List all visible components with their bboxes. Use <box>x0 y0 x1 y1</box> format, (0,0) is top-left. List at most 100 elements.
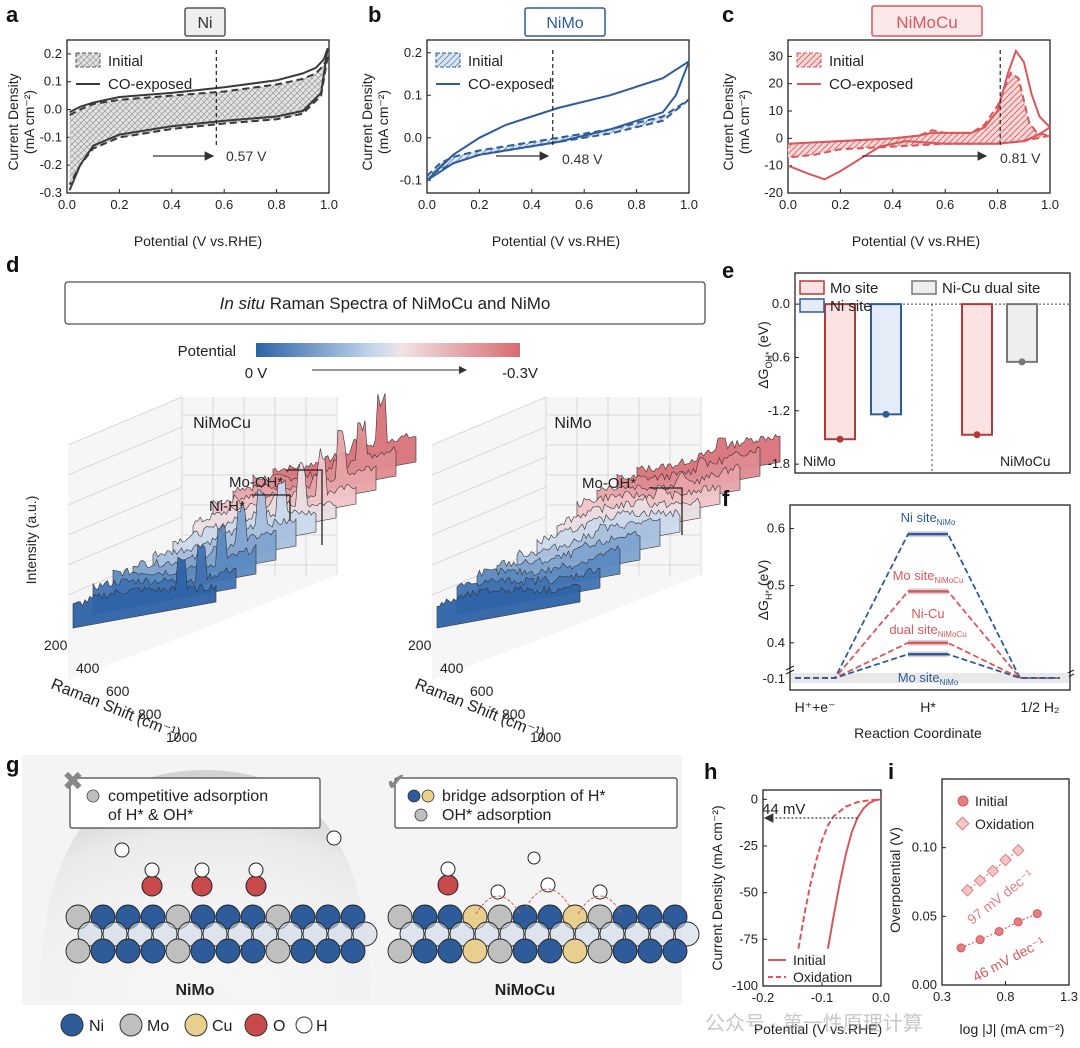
x-tick-label: 0.8 <box>996 989 1014 1004</box>
bridge-arc <box>577 895 623 915</box>
legend-initial-a: Initial <box>108 53 143 70</box>
raman-title-box <box>64 281 706 325</box>
panel-label-b: b <box>368 2 381 27</box>
grid-line <box>67 456 183 506</box>
legend-initial-i: Initial <box>975 793 1008 809</box>
peak-leader-mooh-left <box>286 469 323 545</box>
shift-tick-1000-right: 1000 <box>530 729 561 745</box>
lattice-atom <box>649 921 675 947</box>
x-tick-label: 0.0 <box>872 990 890 1005</box>
legend-initial-b: Initial <box>468 53 503 70</box>
plot-frame <box>66 39 330 194</box>
y-tick-label: 0.1 <box>404 87 422 102</box>
y-tick-label: 0.5 <box>767 578 785 593</box>
shift-tick-600-left: 600 <box>106 683 130 699</box>
chart-e: 0.0 -0.6 -1.2 -1.8 <box>768 272 1071 474</box>
y-tick-label-break: -0.1 <box>763 671 785 686</box>
oxidation-point <box>986 864 1000 878</box>
lattice-atom <box>424 921 450 947</box>
legend-oxidation-i: Oxidation <box>975 816 1034 832</box>
ylabel-a-2: (mA cm⁻²) <box>21 90 37 154</box>
ylabel-a-1: Current Density <box>5 73 21 170</box>
y-tick-label: 0.2 <box>44 46 62 61</box>
adsorbate-h <box>490 884 506 900</box>
co-upper-line <box>787 48 1051 145</box>
legend-co-c: CO-exposed <box>829 76 913 93</box>
oxidation-point <box>999 853 1012 867</box>
lattice-atom <box>587 938 613 964</box>
lattice-atom <box>327 921 353 947</box>
panel-c: c NiMoCu 0.0 0.2 0.4 0.6 0.8 1.0 -20 -10 0 10 20 30… <box>720 2 1059 249</box>
initial-fill <box>788 72 1050 158</box>
lattice-atom <box>587 904 613 930</box>
x-tick-label: 0.2 <box>110 197 128 212</box>
co-lower-line <box>787 126 1051 181</box>
level-label-mo-nimocu: Mo siteNiMoCu <box>893 568 964 585</box>
axis-break-left <box>785 665 795 675</box>
lattice-atom <box>165 938 191 964</box>
raman-title: In situ Raman Spectra of NiMoCu and NiMo <box>220 294 551 313</box>
lattice-atom <box>662 904 688 930</box>
potential-label: Potential <box>178 343 236 360</box>
lattice-atom <box>165 904 191 930</box>
scheme-label-nimo: NiMo <box>175 982 214 999</box>
plot-frame <box>789 504 1071 691</box>
bar-NiMo-Ni-site <box>870 303 902 416</box>
y-tick-label: 0.1 <box>44 74 62 89</box>
y-tick-label: -0.2 <box>40 157 62 172</box>
baseline-band <box>791 673 1069 683</box>
panel-e: e 0.0 -0.6 -1.2 -1.8 ΔGOH* (eV) Mo site Ni … <box>722 258 1071 474</box>
lattice-atom <box>265 938 291 964</box>
panel-i: i 0.3 0.8 1.3 0.00 0.05 0.10 Overpotential (V… <box>887 759 1078 1037</box>
lattice-atom <box>290 904 316 930</box>
box2-mo-icon <box>414 808 428 822</box>
y-tick-label: 10 <box>769 103 783 118</box>
y-tick-label: 0 <box>751 791 758 806</box>
lattice-atom <box>190 938 216 964</box>
legend-co-b: CO-exposed <box>468 76 552 93</box>
initial-upper-line <box>787 71 1051 145</box>
slope-oxidation-i: 97 mV dec⁻¹ <box>964 866 1036 927</box>
x-tick-label: -0.1 <box>811 990 833 1005</box>
desorbed-h <box>114 842 130 858</box>
lattice-atom <box>127 921 153 947</box>
bridge-arc <box>475 895 521 915</box>
lattice-atom <box>315 938 341 964</box>
oxidation-point <box>973 874 987 887</box>
bridge-arc <box>525 888 571 908</box>
x-tick-label: 0.6 <box>575 197 593 212</box>
ylabel-c-2: (mA cm⁻²) <box>736 90 752 154</box>
x-tick-label: 0.4 <box>163 197 181 212</box>
panel-label-i: i <box>888 759 894 784</box>
bar-NiMoCu-Ni-Cu-dual-site <box>1006 303 1038 363</box>
y-tick-label: -20 <box>764 185 783 200</box>
x-tick-label: 0.6 <box>215 197 233 212</box>
y-tick-label: -10 <box>764 158 783 173</box>
legend-swatch-oxidation-i <box>955 816 970 831</box>
xlabel-h: Potential (V vs.RHE) <box>754 1021 882 1037</box>
ylabel-h: Current Density (mA cm⁻²) <box>709 805 725 970</box>
lattice-atom <box>574 921 600 947</box>
lattice-atom <box>277 921 303 947</box>
panel-label-d: d <box>6 252 19 277</box>
lattice-atom <box>227 921 253 947</box>
ylabel-b-2: (mA cm⁻²) <box>375 90 391 154</box>
lattice-atom <box>462 904 488 930</box>
legend-o-g: O <box>273 1018 285 1035</box>
legend-initial-c: Initial <box>829 53 864 70</box>
x-tick-label: 0.4 <box>884 197 902 212</box>
adsorbate-oh-h <box>194 862 210 878</box>
oxidation-point <box>961 883 974 897</box>
desorbed-h <box>326 830 342 846</box>
lattice-atom <box>115 904 141 930</box>
y-tick-label: -1.8 <box>768 456 790 471</box>
panel-label-g: g <box>6 752 19 777</box>
grid-line <box>67 486 183 536</box>
initial-upper-line <box>69 56 329 116</box>
legend-ni-e: Ni site <box>830 298 872 315</box>
panel-label-e: e <box>722 258 734 283</box>
ylabel-i: Overpotential (V) <box>887 827 903 933</box>
lattice-atom <box>524 921 550 947</box>
panel-b: b NiMo 0.0 0.2 0.4 0.6 0.8 1.0 -0.1 0.0 0.1 0.2 P… <box>359 2 698 249</box>
bar-value-dot <box>1018 358 1026 366</box>
